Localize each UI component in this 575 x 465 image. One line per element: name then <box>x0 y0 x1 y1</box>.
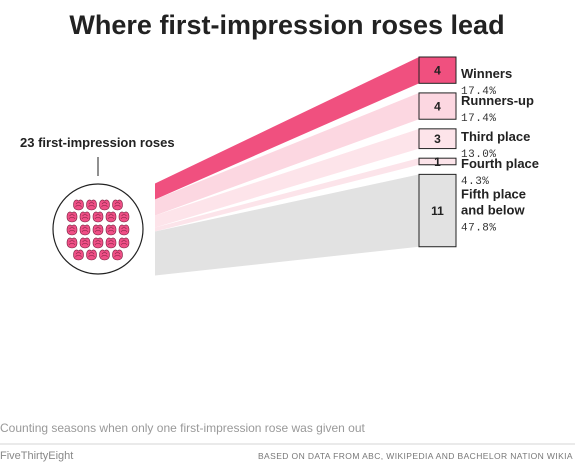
rose-icon <box>79 237 91 249</box>
rose-icon <box>112 199 123 211</box>
chart-title: Where first-impression roses lead <box>69 10 504 40</box>
rose-icon <box>92 211 104 223</box>
category-label-fifth-place-and-below: Fifth place <box>461 187 526 202</box>
rose-icon <box>118 224 130 236</box>
rose-icon <box>66 237 78 249</box>
rose-icon <box>79 224 91 236</box>
rose-icon <box>73 249 84 261</box>
rose-icon <box>66 224 78 236</box>
rose-icon <box>105 224 117 236</box>
count-label-winners: 4 <box>434 64 441 78</box>
rose-cluster <box>52 183 144 275</box>
rose-icon <box>112 249 123 261</box>
flow-fifth-place-and-below <box>155 174 419 276</box>
percent-label-fourth-place: 4.3% <box>461 176 489 188</box>
rose-icon <box>92 224 104 236</box>
rose-icon <box>66 211 78 223</box>
rose-icon <box>73 199 84 211</box>
rose-icon <box>86 199 97 211</box>
footnote: Counting seasons when only one first-imp… <box>0 421 366 435</box>
percent-label-runners-up: 17.4% <box>461 113 497 125</box>
rose-icon <box>99 249 110 261</box>
rose-icon <box>105 211 117 223</box>
rose-icon <box>118 211 130 223</box>
count-label-runners-up: 4 <box>434 100 441 114</box>
footer-source: BASED ON DATA FROM ABC, WIKIPEDIA AND BA… <box>258 451 573 461</box>
category-label-winners: Winners <box>461 66 512 81</box>
rose-icon <box>79 211 91 223</box>
source-label: 23 first-impression roses <box>20 135 175 150</box>
category-label-third-place: Third place <box>461 129 530 144</box>
rose-icon <box>92 237 104 249</box>
flow-runners-up <box>155 92 419 216</box>
count-label-fifth-place-and-below: 11 <box>431 204 444 218</box>
percent-label-fifth-place-and-below: 47.8% <box>461 223 497 235</box>
flow-fourth-place <box>155 158 419 232</box>
percent-label-third-place: 13.0% <box>461 149 497 161</box>
bar-runners-up <box>418 92 457 120</box>
category-label-fifth-place-and-below: and below <box>461 203 525 218</box>
bar-winners <box>418 56 457 84</box>
percent-label-winners: 17.4% <box>461 86 497 98</box>
bar-third-place <box>418 128 457 150</box>
bar-fourth-place <box>418 157 457 166</box>
bar-fifth-place-and-below <box>418 173 457 248</box>
flow-winners <box>155 57 419 200</box>
rose-icon <box>118 237 130 249</box>
category-label-runners-up: Runners-up <box>461 93 534 108</box>
count-label-fourth-place: 1 <box>434 155 441 169</box>
flow-third-place <box>155 128 419 228</box>
rose-icon <box>105 237 117 249</box>
footer-brand: FiveThirtyEight <box>0 450 73 462</box>
count-label-third-place: 3 <box>434 132 441 146</box>
category-label-fourth-place: Fourth place <box>461 156 539 171</box>
rose-icon <box>99 199 110 211</box>
flow-group <box>155 57 419 276</box>
rose-icon <box>86 249 97 261</box>
